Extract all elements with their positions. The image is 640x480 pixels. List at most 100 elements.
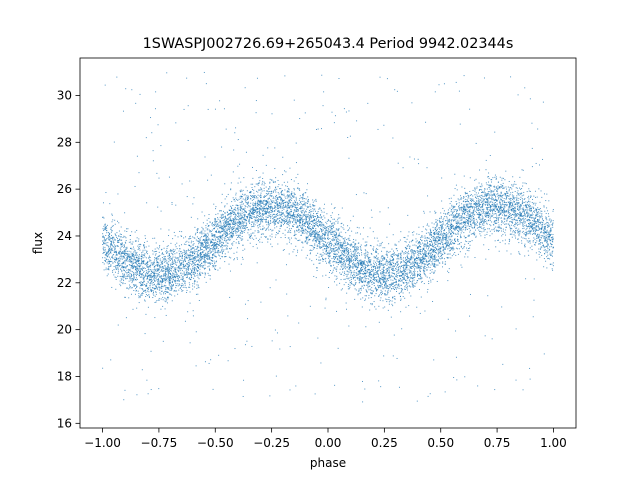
data-point [535, 222, 537, 224]
data-point [160, 264, 162, 266]
data-point [305, 232, 307, 234]
data-point [485, 169, 487, 171]
data-point [154, 257, 156, 259]
data-point [187, 260, 189, 262]
data-point [230, 232, 232, 234]
data-point [446, 216, 448, 218]
data-point [167, 275, 169, 277]
data-point [453, 194, 455, 196]
data-point [503, 204, 505, 206]
data-point [352, 278, 354, 280]
data-point [209, 239, 211, 241]
data-point [205, 237, 207, 239]
data-point [455, 214, 457, 216]
data-point [400, 256, 402, 258]
data-point [212, 238, 214, 240]
data-point [420, 253, 422, 255]
data-point [469, 216, 471, 218]
data-point [426, 264, 428, 266]
data-point [142, 262, 144, 264]
data-point [537, 220, 539, 222]
data-point [417, 256, 419, 258]
data-point [538, 243, 540, 245]
data-point [469, 214, 471, 216]
data-point [349, 265, 351, 267]
data-point [201, 257, 203, 259]
data-point [163, 261, 165, 263]
data-point [252, 208, 254, 210]
data-point [260, 228, 262, 230]
data-point [545, 238, 547, 240]
data-point [314, 218, 316, 220]
data-point [371, 253, 373, 255]
data-point [287, 206, 289, 208]
data-point [445, 248, 447, 250]
data-point [255, 205, 257, 207]
data-point [172, 259, 174, 261]
data-point [256, 222, 258, 224]
data-point [241, 205, 243, 207]
data-point [222, 228, 224, 230]
data-point [490, 214, 492, 216]
data-point [540, 247, 542, 249]
data-point [332, 222, 334, 224]
data-point [229, 230, 231, 232]
data-point [305, 257, 307, 259]
data-point [227, 226, 229, 228]
data-point [314, 232, 316, 234]
data-point [448, 223, 450, 225]
data-point [196, 251, 198, 253]
data-point [294, 206, 296, 208]
data-point [382, 265, 384, 267]
data-point [207, 259, 209, 261]
data-point [500, 194, 502, 196]
data-point [356, 257, 358, 259]
data-point [474, 187, 476, 189]
data-point [102, 216, 104, 218]
data-point [268, 224, 270, 226]
data-point [472, 198, 474, 200]
data-point [157, 264, 159, 266]
data-point [400, 231, 402, 233]
data-point [250, 195, 252, 197]
data-point [321, 246, 323, 248]
data-point [405, 259, 407, 261]
data-point [510, 205, 512, 207]
data-point [370, 303, 372, 305]
data-point [183, 237, 185, 239]
data-point [295, 216, 297, 218]
data-point [126, 228, 128, 230]
data-point [356, 226, 358, 228]
data-point [345, 281, 347, 283]
data-point [474, 190, 476, 192]
data-point [512, 219, 514, 221]
data-point [491, 196, 493, 198]
data-point [229, 236, 231, 238]
data-point [144, 290, 146, 292]
data-point [548, 234, 550, 236]
data-point [392, 267, 394, 269]
data-point [224, 222, 226, 224]
data-point [108, 251, 110, 253]
data-point [397, 284, 399, 286]
data-point [167, 298, 169, 300]
data-point [217, 237, 219, 239]
data-point [334, 223, 336, 225]
data-point [192, 266, 194, 268]
data-point [386, 294, 388, 296]
data-point [488, 249, 490, 251]
data-point [424, 237, 426, 239]
data-point [402, 270, 404, 272]
data-point [162, 286, 164, 288]
data-point [154, 250, 156, 252]
data-point [525, 235, 527, 237]
data-point [398, 274, 400, 276]
data-point [190, 268, 192, 270]
data-point [385, 287, 387, 289]
data-point [349, 266, 351, 268]
data-point [431, 244, 433, 246]
data-point [289, 195, 291, 197]
data-point [330, 265, 332, 267]
data-point [249, 210, 251, 212]
data-point [290, 237, 292, 239]
